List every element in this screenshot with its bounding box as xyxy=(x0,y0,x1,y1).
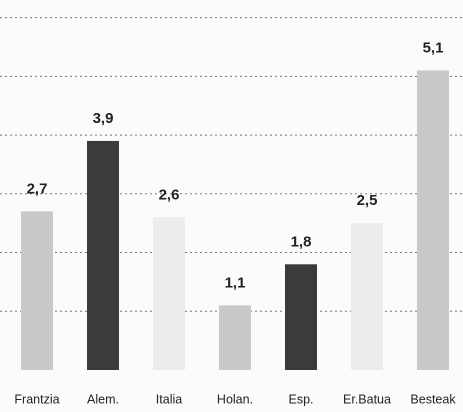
value-label: 2,6 xyxy=(159,186,180,203)
x-tick-label: Frantzia xyxy=(14,392,59,406)
value-label: 1,1 xyxy=(225,274,246,291)
x-tick-label: Esp. xyxy=(288,392,313,406)
bar xyxy=(153,217,185,370)
bar xyxy=(21,211,53,370)
bar xyxy=(285,264,317,370)
value-label: 2,7 xyxy=(27,180,48,197)
x-tick-label: Er.Batua xyxy=(343,392,391,406)
bar xyxy=(87,140,119,370)
x-tick-label: Besteak xyxy=(410,392,456,406)
x-tick-label: Italia xyxy=(156,392,182,406)
bar xyxy=(351,223,383,370)
value-label: 5,1 xyxy=(423,39,444,56)
value-label: 1,8 xyxy=(291,233,312,250)
x-tick-label: Alem. xyxy=(87,392,119,406)
bar xyxy=(417,70,449,370)
bar xyxy=(219,305,251,370)
value-label: 3,9 xyxy=(93,110,114,127)
value-label: 2,5 xyxy=(357,192,378,209)
x-tick-label: Holan. xyxy=(217,392,253,406)
